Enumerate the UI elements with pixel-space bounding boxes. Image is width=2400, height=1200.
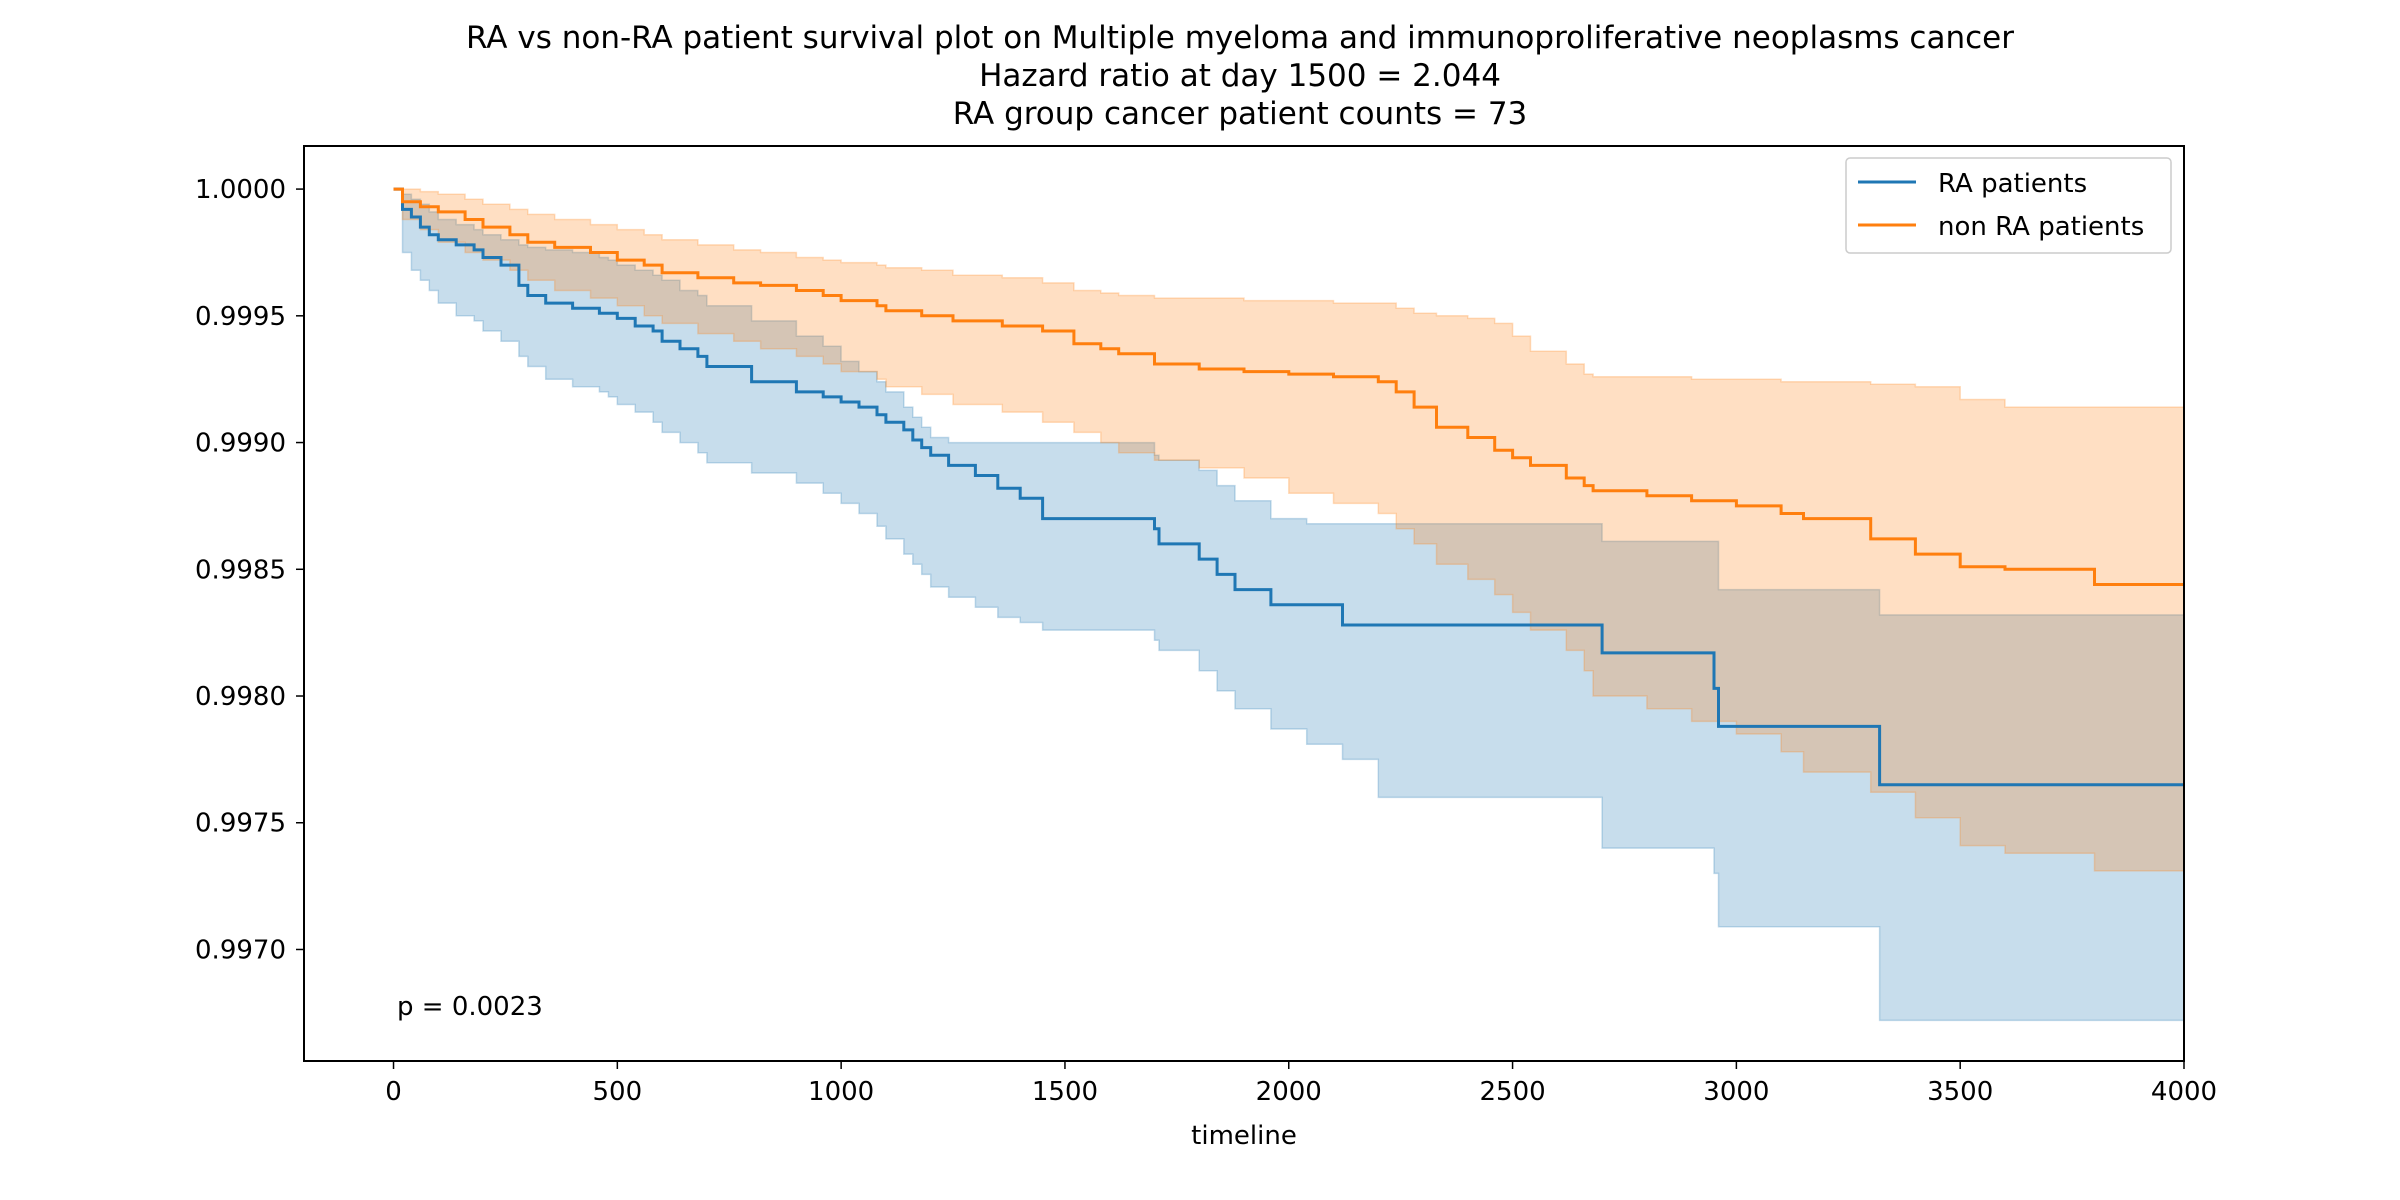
y-tick-label: 0.9990 (195, 429, 286, 459)
legend: RA patients non RA patients (1845, 157, 2172, 254)
survival-lines (393, 187, 2184, 787)
p-value-annotation: p = 0.0023 (397, 992, 543, 1022)
chart-title-line-2: Hazard ratio at day 1500 = 2.044 (979, 58, 1501, 94)
x-tick-label: 0 (385, 1077, 402, 1107)
y-tick-label: 0.9980 (195, 682, 286, 712)
x-tick-label: 1500 (1032, 1077, 1098, 1107)
y-tick-label: 0.9995 (195, 302, 286, 332)
plot-frame (303, 145, 2185, 1062)
legend-box (1845, 157, 2172, 254)
x-axis-ticks: 0 500 1000 1500 2000 2500 3000 3500 4000 (385, 1061, 2217, 1107)
survival-line-1 (393, 187, 2184, 586)
x-tick-label: 3500 (1927, 1077, 1993, 1107)
legend-label-ra: RA patients (1938, 169, 2087, 199)
survival-line-0 (393, 187, 2184, 787)
y-axis-ticks: 1.0000 0.9995 0.9990 0.9985 0.9980 0.9975 0.99… (195, 175, 304, 965)
y-tick-label: 0.9970 (195, 935, 286, 965)
legend-label-non-ra: non RA patients (1938, 212, 2144, 242)
x-tick-label: 3000 (1703, 1077, 1769, 1107)
x-tick-label: 2000 (1256, 1077, 1322, 1107)
chart-title-line-1: RA vs non-RA patient survival plot on Mu… (466, 20, 2014, 56)
y-tick-label: 1.0000 (195, 175, 286, 205)
x-tick-label: 4000 (2151, 1077, 2217, 1107)
x-tick-label: 2500 (1479, 1077, 1545, 1107)
x-tick-label: 1000 (808, 1077, 874, 1107)
ci-band-1 (393, 188, 2185, 909)
y-tick-label: 0.9975 (195, 809, 286, 839)
x-axis-label: timeline (1191, 1121, 1297, 1151)
chart-title-line-3: RA group cancer patient counts = 73 (952, 96, 1528, 132)
x-tick-label: 500 (593, 1077, 643, 1107)
y-tick-label: 0.9985 (195, 555, 286, 585)
